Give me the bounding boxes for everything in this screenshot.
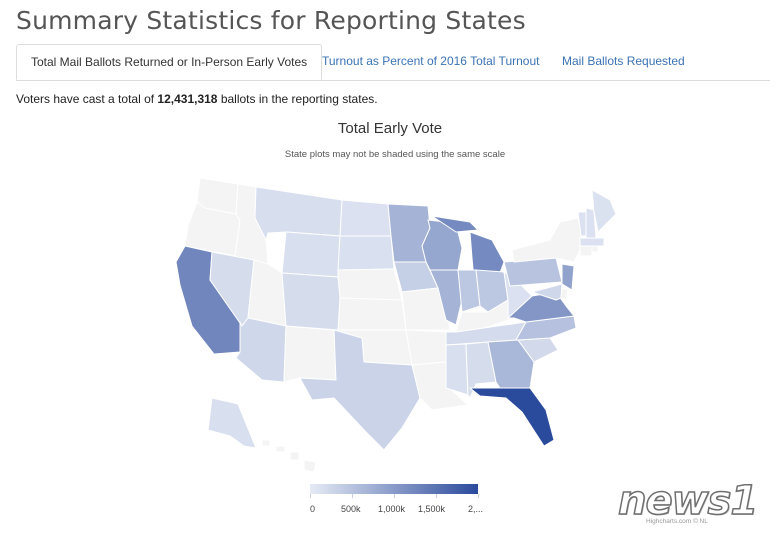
legend-tick — [478, 494, 479, 498]
state-sd[interactable] — [337, 235, 395, 271]
chart-credit[interactable]: Highcharts.com © NL — [646, 518, 708, 525]
state-ma[interactable] — [579, 237, 605, 247]
news-watermark: news1 — [617, 477, 759, 525]
legend-tick-label: 1,000k — [378, 504, 406, 514]
state-nj[interactable] — [561, 263, 575, 291]
tab-turnout-percent[interactable]: Turnout as Percent of 2016 Total Turnout — [322, 54, 540, 68]
summary-total: 12,431,318 — [157, 92, 218, 106]
state-mt[interactable] — [254, 186, 343, 241]
legend-ticks — [310, 494, 479, 499]
state-ms[interactable] — [445, 343, 469, 396]
tab-bar: Total Mail Ballots Returned or In-Person… — [16, 44, 770, 81]
page-title: Summary Statistics for Reporting States — [16, 6, 526, 35]
legend-tick-label: 2,... — [468, 504, 484, 514]
state-ar[interactable] — [405, 329, 449, 366]
state-ne[interactable] — [337, 268, 403, 301]
legend-tick-label: 1,500k — [418, 504, 446, 514]
legend-tick — [436, 494, 437, 498]
legend-labels: 0 500k 1,000k 1,500k 2,... — [0, 504, 780, 518]
summary-prefix: Voters have cast a total of — [16, 92, 158, 106]
state-ny[interactable] — [511, 217, 585, 263]
summary-text: Voters have cast a total of 12,431,318 b… — [16, 92, 378, 106]
state-az[interactable] — [235, 317, 287, 383]
state-tx[interactable] — [299, 329, 421, 451]
legend-gradient-bar — [310, 484, 478, 494]
legend-tick — [352, 494, 353, 498]
state-nd[interactable] — [339, 199, 392, 237]
legend-tick-label: 0 — [310, 504, 316, 514]
legend-tick-label: 500k — [341, 504, 361, 514]
state-nm[interactable] — [283, 325, 337, 383]
state-hi[interactable] — [261, 439, 317, 473]
state-wy[interactable] — [281, 231, 341, 278]
legend-tick — [310, 494, 311, 498]
state-fl[interactable] — [469, 387, 555, 447]
state-pa[interactable] — [503, 257, 563, 287]
state-ak[interactable] — [207, 397, 257, 449]
chart-subtitle: State plots may not be shaded using the … — [284, 149, 506, 160]
summary-suffix: ballots in the reporting states. — [217, 92, 378, 106]
state-co[interactable] — [281, 272, 341, 331]
state-ct[interactable] — [579, 245, 593, 257]
legend-tick — [394, 494, 395, 498]
state-ks[interactable] — [337, 297, 407, 331]
state-md[interactable] — [531, 283, 563, 301]
tab-mail-ballots-requested[interactable]: Mail Ballots Requested — [562, 54, 685, 68]
chart-title: Total Early Vote — [337, 120, 443, 137]
state-ri[interactable] — [591, 245, 599, 253]
tab-total-early-votes[interactable]: Total Mail Ballots Returned or In-Person… — [16, 44, 323, 80]
color-legend — [310, 484, 479, 498]
state-ut[interactable] — [247, 259, 287, 327]
state-me[interactable] — [591, 189, 617, 233]
